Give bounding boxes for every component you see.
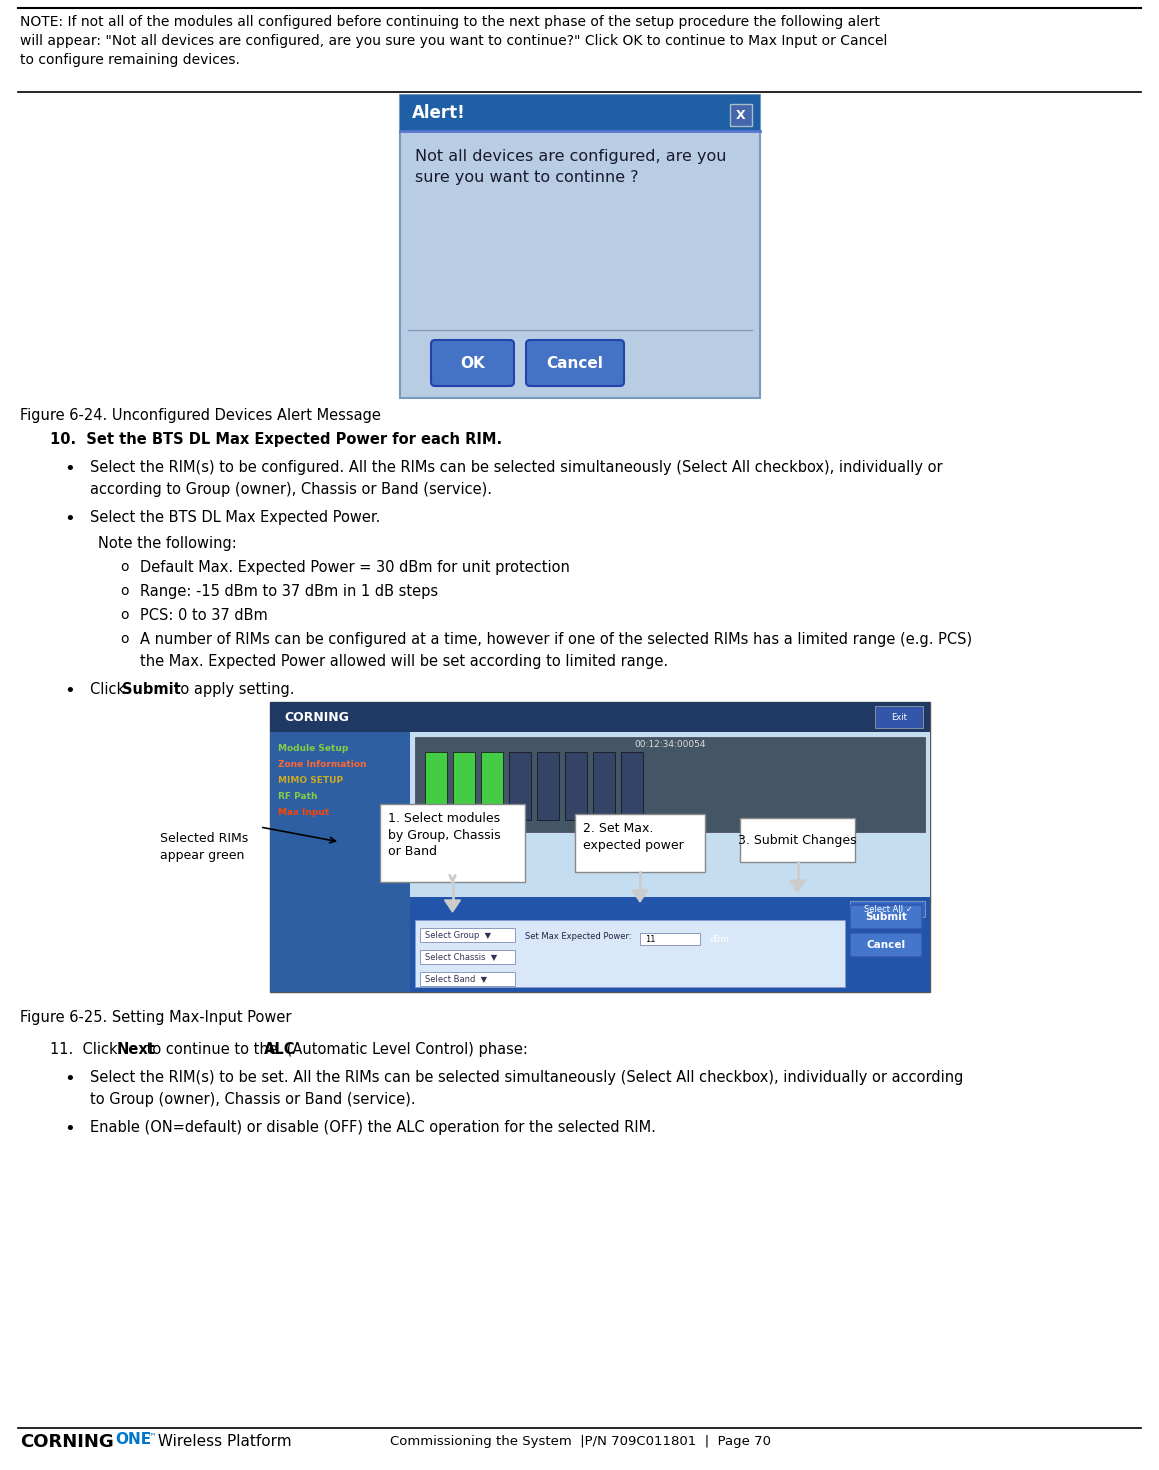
Bar — [420, 950, 515, 964]
Text: Max Input: Max Input — [278, 809, 329, 817]
Bar — [621, 753, 643, 820]
Text: Cancel: Cancel — [547, 356, 604, 370]
Text: Figure 6-25. Setting Max-Input Power: Figure 6-25. Setting Max-Input Power — [20, 1010, 292, 1025]
Text: Select Chassis  ▼: Select Chassis ▼ — [425, 953, 497, 961]
Text: 11.  Click: 11. Click — [50, 1042, 122, 1057]
Text: Default Max. Expected Power = 30 dBm for unit protection: Default Max. Expected Power = 30 dBm for… — [140, 560, 570, 575]
Polygon shape — [789, 881, 806, 892]
Text: Alert!: Alert! — [411, 104, 466, 122]
FancyBboxPatch shape — [850, 933, 923, 957]
Bar — [593, 753, 615, 820]
Bar — [410, 732, 930, 992]
Text: ALC: ALC — [263, 1042, 296, 1057]
Text: Cancel: Cancel — [867, 939, 905, 950]
Bar — [420, 972, 515, 986]
Text: 2. Set Max.
expected power: 2. Set Max. expected power — [583, 822, 684, 851]
Text: Figure 6-24. Unconfigured Devices Alert Message: Figure 6-24. Unconfigured Devices Alert … — [20, 409, 381, 423]
Bar — [640, 933, 700, 945]
Bar — [481, 753, 503, 820]
Bar — [270, 703, 930, 732]
FancyBboxPatch shape — [380, 804, 525, 882]
Text: Select Group  ▼: Select Group ▼ — [425, 931, 491, 939]
Text: Select Band  ▼: Select Band ▼ — [425, 975, 487, 983]
Text: 10.  Set the BTS DL Max Expected Power for each RIM.: 10. Set the BTS DL Max Expected Power fo… — [50, 432, 502, 447]
Text: Next: Next — [117, 1042, 156, 1057]
Text: dBm: dBm — [710, 935, 729, 944]
Text: Set Max Expected Power:: Set Max Expected Power: — [525, 932, 632, 941]
Text: 00:12:34:00054: 00:12:34:00054 — [634, 739, 706, 750]
Bar — [400, 96, 760, 131]
Text: to apply setting.: to apply setting. — [170, 682, 294, 697]
FancyBboxPatch shape — [850, 906, 923, 929]
Text: o: o — [121, 632, 129, 645]
Text: OK: OK — [460, 356, 484, 370]
FancyBboxPatch shape — [526, 340, 624, 387]
Text: Selected RIMs
appear green: Selected RIMs appear green — [160, 832, 248, 861]
Text: Select the BTS DL Max Expected Power.: Select the BTS DL Max Expected Power. — [90, 510, 380, 525]
Bar — [509, 753, 531, 820]
Bar — [564, 753, 586, 820]
Text: •: • — [64, 1070, 74, 1088]
Bar — [410, 897, 930, 992]
Text: Commissioning the System  |P/N 709C011801  |  Page 70: Commissioning the System |P/N 709C011801… — [389, 1436, 771, 1448]
Bar — [453, 753, 475, 820]
Text: Zone Information: Zone Information — [278, 760, 366, 769]
Text: ™: ™ — [147, 1430, 156, 1441]
Text: 3. Submit Changes: 3. Submit Changes — [738, 833, 857, 847]
Text: 1. Select modules
by Group, Chassis
or Band: 1. Select modules by Group, Chassis or B… — [388, 811, 501, 858]
Text: Wireless Platform: Wireless Platform — [153, 1435, 292, 1449]
Text: o: o — [121, 609, 129, 622]
Bar — [420, 928, 515, 942]
Text: Exit: Exit — [891, 713, 907, 722]
Text: Not all devices are configured, are you
sure you want to continne ?: Not all devices are configured, are you … — [415, 148, 727, 185]
Text: to continue to the: to continue to the — [141, 1042, 282, 1057]
Text: A number of RIMs can be configured at a time, however if one of the selected RIM: A number of RIMs can be configured at a … — [140, 632, 972, 647]
Text: to Group (owner), Chassis or Band (service).: to Group (owner), Chassis or Band (servi… — [90, 1092, 416, 1107]
Text: o: o — [121, 584, 129, 598]
Bar — [425, 753, 447, 820]
Text: ONE: ONE — [115, 1432, 151, 1448]
Polygon shape — [632, 889, 648, 903]
Text: •: • — [64, 1120, 74, 1138]
Bar — [270, 703, 930, 992]
Bar — [415, 920, 845, 986]
Text: Select All ✓: Select All ✓ — [863, 904, 912, 913]
Text: 11: 11 — [646, 935, 656, 944]
Text: according to Group (owner), Chassis or Band (service).: according to Group (owner), Chassis or B… — [90, 482, 493, 497]
Text: •: • — [64, 510, 74, 528]
Bar — [400, 96, 760, 398]
Text: Note the following:: Note the following: — [99, 537, 236, 551]
Text: PCS: 0 to 37 dBm: PCS: 0 to 37 dBm — [140, 609, 268, 623]
Bar — [875, 706, 923, 728]
Text: Enable (ON=default) or disable (OFF) the ALC operation for the selected RIM.: Enable (ON=default) or disable (OFF) the… — [90, 1120, 656, 1135]
Text: X: X — [736, 109, 745, 122]
FancyBboxPatch shape — [739, 817, 855, 861]
Bar — [537, 753, 559, 820]
Text: Click: Click — [90, 682, 130, 697]
Text: MIMO SETUP: MIMO SETUP — [278, 776, 343, 785]
Bar — [270, 732, 410, 992]
Text: •: • — [64, 682, 74, 700]
FancyBboxPatch shape — [575, 814, 705, 872]
FancyBboxPatch shape — [431, 340, 513, 387]
Text: Select the RIM(s) to be set. All the RIMs can be selected simultaneously (Select: Select the RIM(s) to be set. All the RIM… — [90, 1070, 963, 1085]
Text: RF Path: RF Path — [278, 792, 318, 801]
Text: Range: -15 dBm to 37 dBm in 1 dB steps: Range: -15 dBm to 37 dBm in 1 dB steps — [140, 584, 438, 598]
Text: NOTE: If not all of the modules all configured before continuing to the next pha: NOTE: If not all of the modules all conf… — [20, 15, 888, 68]
Text: o: o — [121, 560, 129, 573]
Text: Select the RIM(s) to be configured. All the RIMs can be selected simultaneously : Select the RIM(s) to be configured. All … — [90, 460, 942, 475]
Text: CORNING: CORNING — [284, 710, 349, 723]
Text: (Automatic Level Control) phase:: (Automatic Level Control) phase: — [282, 1042, 527, 1057]
Text: Submit: Submit — [122, 682, 181, 697]
Bar — [415, 736, 925, 832]
Bar — [850, 901, 925, 917]
Text: the Max. Expected Power allowed will be set according to limited range.: the Max. Expected Power allowed will be … — [140, 654, 668, 669]
Text: Submit: Submit — [865, 911, 907, 922]
Text: •: • — [64, 460, 74, 478]
Text: CORNING: CORNING — [20, 1433, 114, 1451]
Text: Module Setup: Module Setup — [278, 744, 348, 753]
Polygon shape — [445, 900, 460, 911]
Bar — [730, 104, 752, 126]
